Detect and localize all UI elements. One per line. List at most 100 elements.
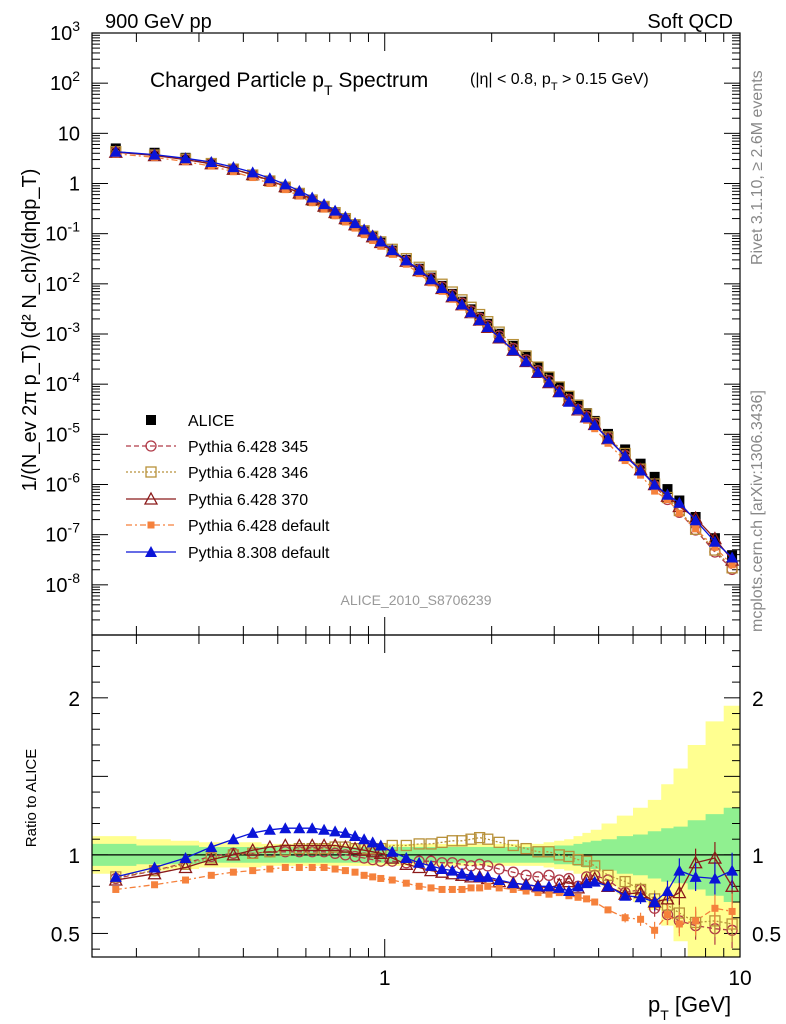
mcplots-caption: mcplots.cern.ch [arXiv:1306.3436] [749, 390, 766, 632]
pythia8-default-point [293, 184, 306, 196]
plot-title: Charged Particle pT Spectrum (|η| < 0.8,… [150, 69, 649, 98]
pythia8-default-ratio-line [115, 827, 733, 903]
y-tick-label: 10-2 [45, 269, 80, 296]
pythia8-default-ratio-point [588, 875, 601, 887]
header-left: 900 GeV pp [105, 11, 212, 33]
pythia8-default-point [349, 217, 362, 229]
pythia8-default-point [553, 386, 566, 398]
pythia8-default-point [619, 449, 632, 461]
pythia8-default-point [601, 432, 614, 444]
pythia8-default-point [148, 148, 161, 160]
pythia8-default-point [109, 145, 122, 157]
pythia6-default-ratio-point [331, 865, 339, 873]
pythia8-default-ratio-point [531, 880, 544, 892]
pythia6-default-ratio-point [728, 907, 736, 915]
pythia6-default-point [351, 224, 359, 232]
legend-marker-pythia6-370 [143, 491, 159, 505]
pythia8-default-ratio-point [689, 870, 702, 882]
y-tick-label: 10-3 [45, 319, 80, 346]
pythia6-default-ratio-point [438, 885, 446, 893]
pythia8-default-ratio-point [507, 877, 520, 889]
pythia6-default-ratio-point [360, 871, 368, 879]
pythia6-default-point [675, 509, 683, 517]
y-tick-label: 10-6 [45, 470, 80, 497]
pythia6-370-ratio-point [724, 878, 740, 892]
pythia6-346-ratio-point [400, 839, 412, 852]
pythia8-default-point [205, 156, 218, 168]
pythia6-346-ratio-point [572, 853, 584, 866]
pythia8-default-point [339, 210, 352, 222]
pythia6-370-ratio-point [245, 842, 260, 856]
pythia6-370-ratio-point [357, 842, 372, 856]
pythia6-346-ratio-point [532, 846, 544, 858]
pythia8-default-ratio-point [148, 861, 161, 873]
pythia6-default-ratio-point [711, 904, 719, 912]
pythia8-default-ratio-point [661, 885, 674, 897]
pythia8-default-ratio-point [493, 874, 506, 886]
pythia8-default-ratio-point [673, 864, 686, 876]
pythia6-default-ratio-point [651, 926, 659, 934]
pythia6-default-point [341, 218, 349, 226]
pythia8-default-ratio-point [619, 889, 632, 901]
pythia8-default-ratio-point [446, 864, 459, 876]
pythia6-370-ratio-point [278, 838, 293, 852]
pythia6-370-ratio-point [338, 839, 353, 853]
pythia6-default-ratio-point [266, 865, 274, 873]
legend-marker-pythia6-345 [145, 440, 157, 452]
pythia6-370-ratio-point [347, 841, 363, 855]
pythia6-370-ratio-point [292, 838, 307, 852]
pythia6-346-ratio-point [619, 875, 631, 888]
pythia6-default-ratio-point [308, 863, 316, 871]
pythia8-default-point [413, 263, 426, 275]
pythia8-default-ratio-point [358, 833, 371, 845]
pythia8-default-ratio-point [179, 852, 192, 864]
pythia6-default-ratio-point [207, 871, 215, 879]
pythia6-default-point [266, 179, 274, 187]
pythia6-default-ratio-point [663, 911, 671, 919]
legend-label-pythia6-default: Pythia 6.428 default [188, 518, 330, 535]
pythia6-370-ratio-point [262, 839, 277, 853]
pythia8-default-ratio-point [473, 870, 486, 882]
pythia6-default-ratio-point [591, 898, 599, 906]
pythia8-default-point [726, 551, 739, 563]
main-ylabel: 1/(N_ev 2π p_T) (d² N_ch)/(dηdp_T) [19, 169, 41, 492]
pythia6-default-ratio-point [484, 882, 492, 890]
pythia8-default-point [386, 244, 399, 256]
y-tick-label: 10-4 [45, 369, 80, 396]
pythia6-default-point [360, 231, 368, 239]
y-tick-label: 103 [50, 18, 80, 45]
pythia6-345-ratio-point [375, 855, 387, 867]
pythia8-default-point [543, 376, 556, 388]
pythia8-default-ratio-point [109, 870, 122, 882]
pythia8-default-point [246, 166, 259, 178]
pythia8-default-point [634, 464, 647, 476]
pythia6-default-ratio-point [692, 917, 700, 925]
ratio-y-tick-label-right: 2 [752, 688, 764, 711]
pythia8-default-point [572, 403, 585, 415]
legend-marker-pythia6-default [147, 521, 155, 529]
y-tick-label: 10-5 [45, 419, 80, 446]
pythia6-default-ratio-point [448, 885, 456, 893]
pythia6-370-ratio-point [365, 844, 380, 858]
pythia6-default-line [115, 153, 733, 566]
legend-marker-pythia8-default [145, 546, 157, 557]
pythia8-default-point [366, 229, 379, 241]
pythia8-default-ratio-point [572, 880, 585, 892]
pythia8-default-point [507, 344, 520, 356]
pythia6-370-ratio-point [399, 856, 414, 870]
pythia6-default-ratio-point [281, 863, 289, 871]
pythia8-default-point [473, 314, 486, 326]
pythia6-default-ratio-point [534, 889, 542, 897]
pythia8-default-point [358, 223, 371, 235]
title-cut-sub: T [551, 81, 558, 93]
pythia6-default-point [651, 487, 659, 495]
pythia8-default-ratio-point [481, 870, 494, 882]
pythia8-default-point [493, 331, 506, 343]
pythia8-default-ratio-point [726, 864, 739, 876]
main-panel: 10310210110-110-210-310-410-510-610-710-… [45, 18, 741, 636]
pythia6-default-ratio-point [229, 868, 237, 876]
y-tick-label: 102 [50, 68, 80, 95]
y-tick-label: 10 [58, 123, 80, 145]
pythia6-370-ratio-point [385, 850, 400, 864]
